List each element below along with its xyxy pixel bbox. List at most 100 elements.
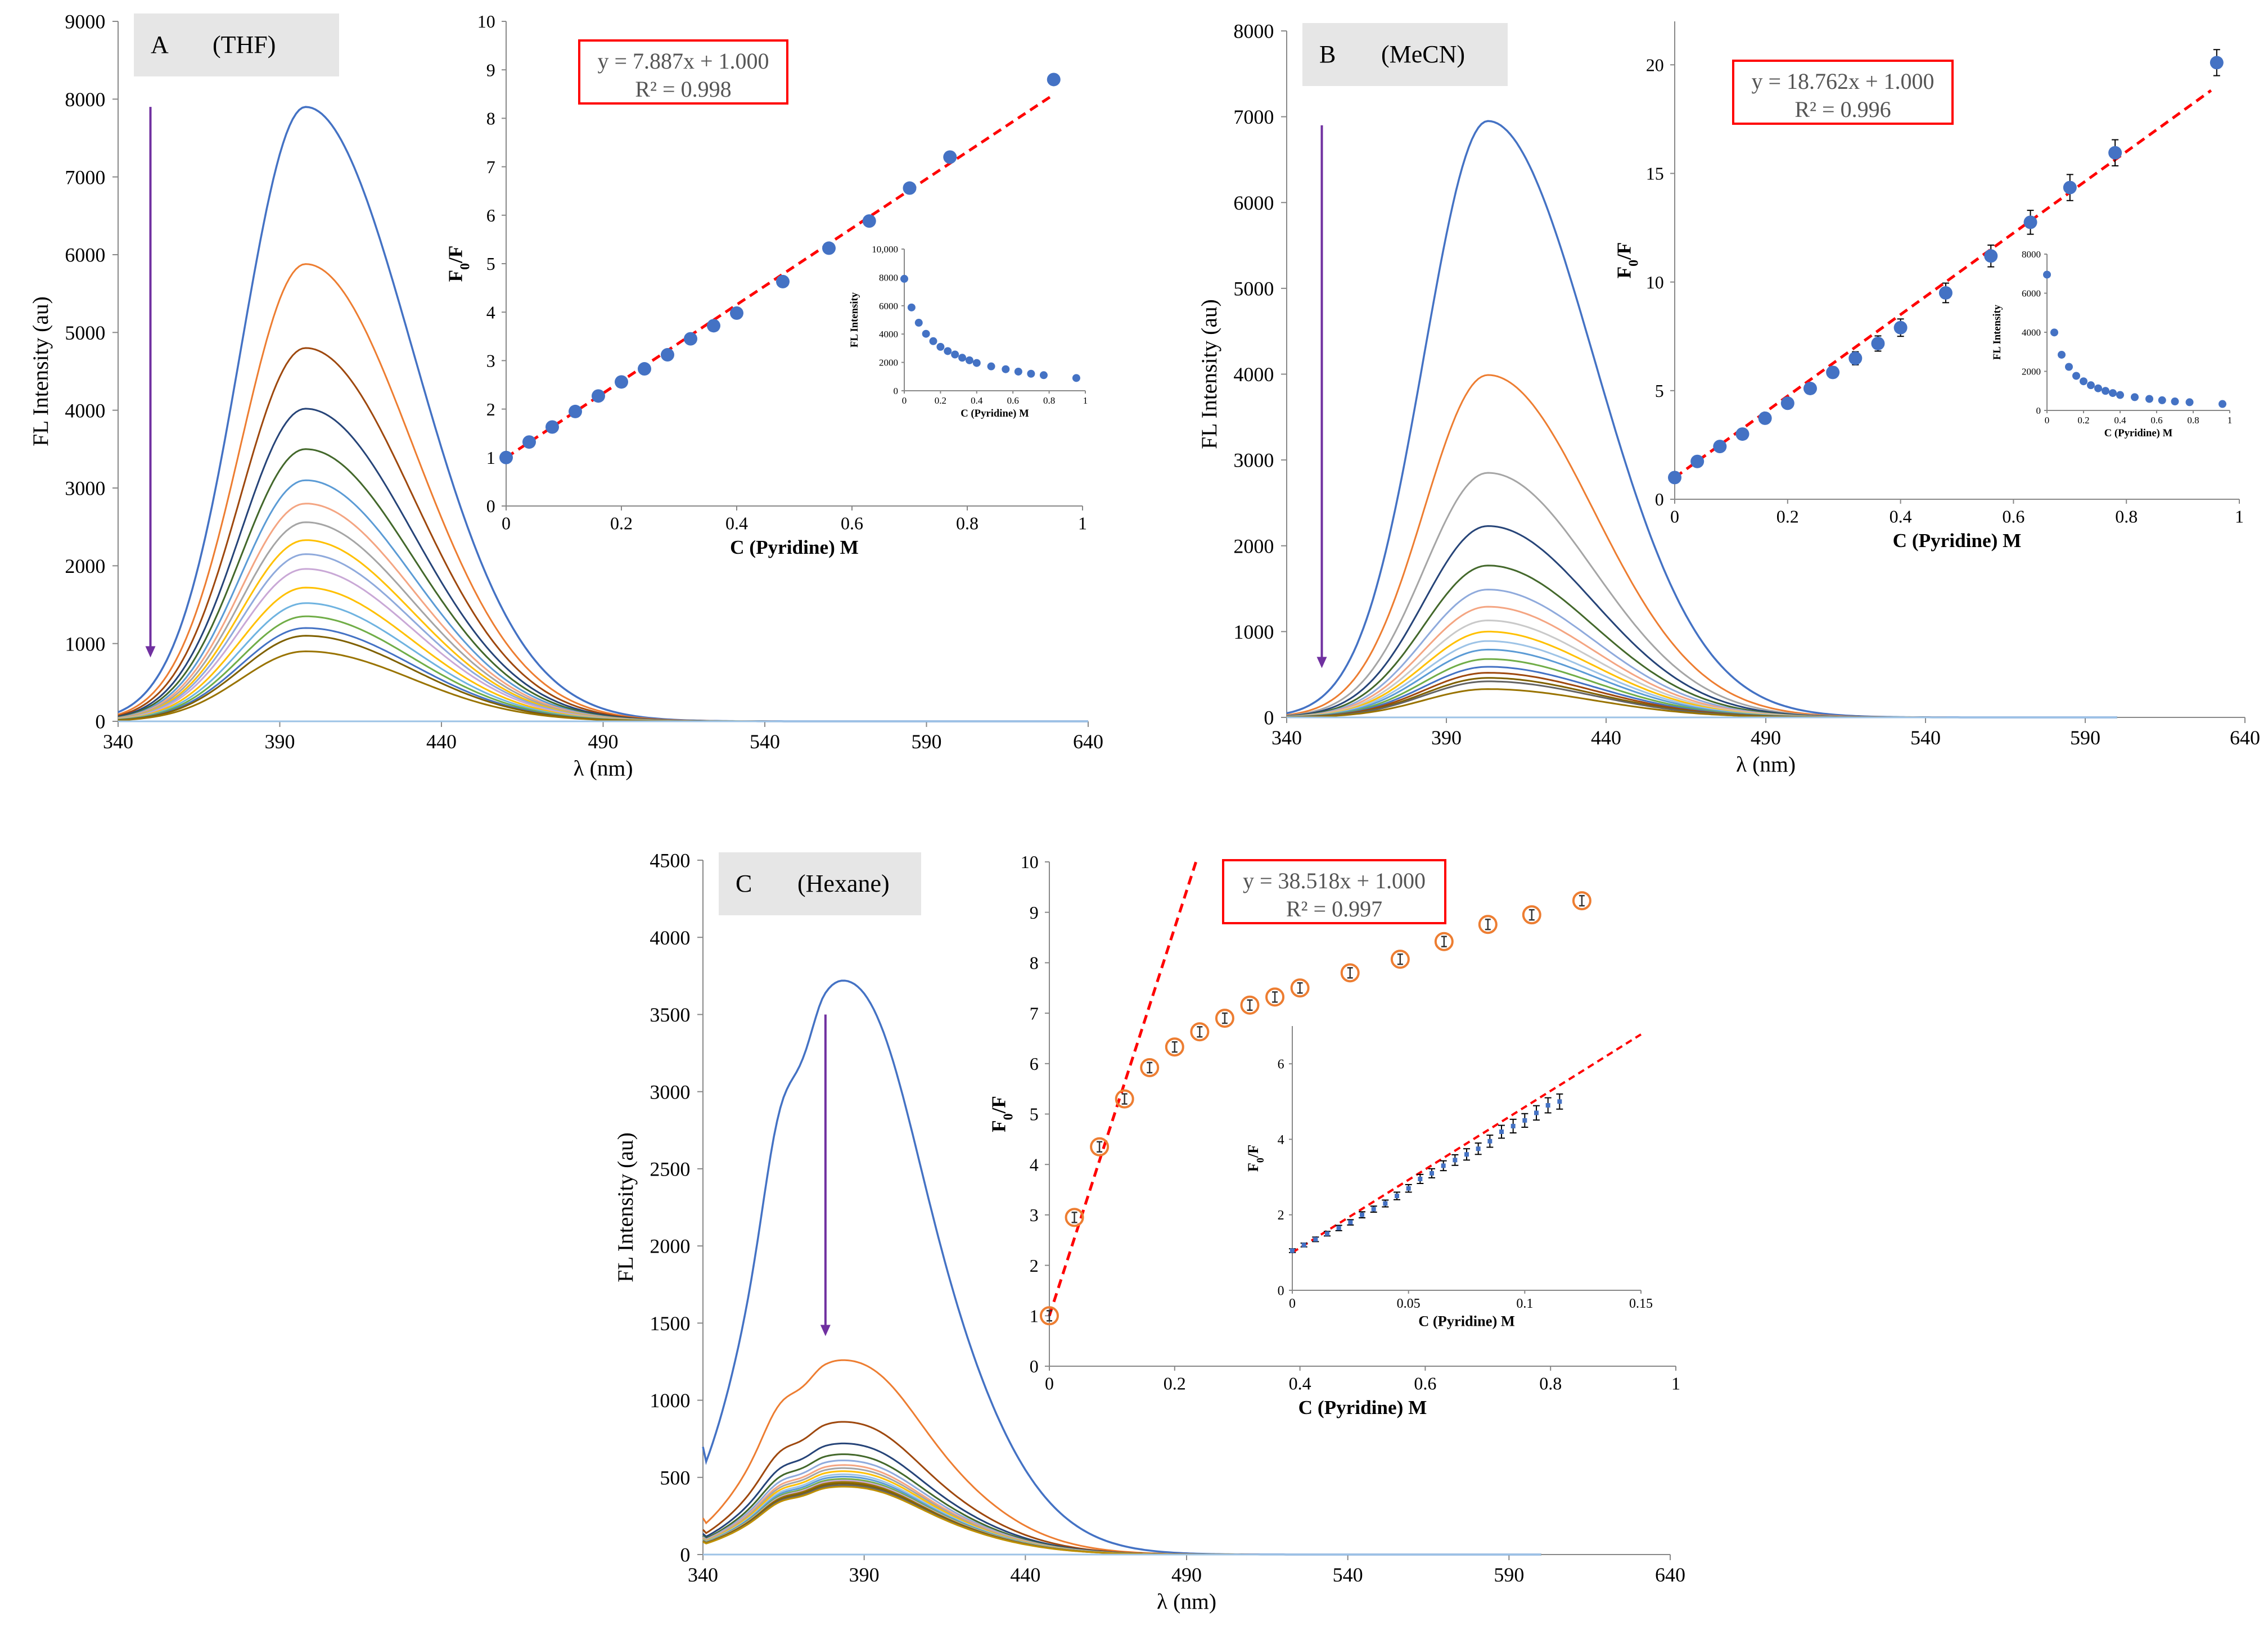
spectrum-line [118, 553, 1088, 722]
data-point [1065, 1208, 1084, 1227]
data-point [1893, 320, 1908, 335]
C-main-axes: 340 390 440 490 540 590 6400500100015002000250… [613, 850, 1685, 1614]
data-point [1039, 371, 1048, 379]
y-tick-label: 5000 [1233, 277, 1274, 300]
x-tick-label: 340 [1271, 726, 1302, 749]
panel-tag-solvent: (THF) [213, 31, 276, 58]
quench-arrow-head [1316, 657, 1327, 668]
x-tick-label: 0.8 [956, 513, 979, 534]
y-tick-label: 4 [486, 302, 495, 322]
y-tick-label: 8000 [1233, 20, 1274, 43]
spectrum-line [118, 106, 1088, 722]
y-tick-label: 6 [486, 205, 495, 225]
data-point [1348, 1220, 1353, 1225]
B-inset-marks: y = 18.762x + 1.000 R² = 0.996 [1668, 49, 2224, 485]
data-point [1383, 1201, 1388, 1206]
x-tick-label: 0 [502, 513, 511, 534]
y-tick-label: 8000 [65, 88, 105, 111]
y-axis-title: FL Intensity (au) [613, 1132, 638, 1282]
y-tick-label: 3500 [650, 1004, 690, 1026]
x-tick-label: 640 [2230, 726, 2260, 749]
data-point [1434, 932, 1454, 951]
data-point [1240, 995, 1260, 1015]
y-tick-label: 0 [1030, 1356, 1039, 1376]
data-point [965, 356, 973, 364]
x-tick-label: 490 [1171, 1564, 1202, 1586]
spectrum-line [118, 408, 1088, 722]
data-point [900, 274, 908, 283]
C-inset-marks: y = 38.518x + 1.000 R² = 0.997 [1040, 859, 1591, 1326]
panel-tag-letter: B [1319, 40, 1336, 68]
quench-arrow-head [820, 1325, 831, 1336]
data-point [592, 389, 605, 403]
y-tick-label: 3000 [650, 1081, 690, 1103]
y-tick-label: 2500 [650, 1158, 690, 1180]
data-point [1478, 915, 1498, 934]
y-axis-title: F0/F [1245, 1145, 1266, 1172]
data-point [1848, 351, 1863, 365]
data-point [1360, 1212, 1364, 1217]
data-point [1190, 1022, 1210, 1042]
y-tick-label: 2 [1278, 1208, 1284, 1223]
data-point [2058, 350, 2066, 359]
data-point [2094, 384, 2102, 392]
data-point [1522, 905, 1541, 925]
y-axis-title: F0/F [1613, 242, 1642, 279]
y-tick-label: 1000 [1233, 621, 1274, 643]
spectrum-line [118, 521, 1088, 722]
y-tick-label: 5 [1030, 1104, 1039, 1124]
data-point [1780, 396, 1794, 410]
fit-line [1048, 861, 1198, 1317]
data-point [2109, 389, 2117, 397]
data-point [1464, 1152, 1469, 1157]
data-point [1027, 369, 1035, 378]
data-point [1430, 1171, 1434, 1176]
equation-box [578, 39, 788, 105]
x-tick-label: 0 [2045, 415, 2050, 426]
y-tick-label: 8000 [879, 272, 898, 283]
B-main-curves: B (MeCN) [1286, 23, 2117, 719]
y-tick-label: 1500 [650, 1312, 690, 1335]
spectrum-line [702, 1485, 1541, 1556]
spectrum-line [118, 615, 1088, 722]
x-tick-label: 0.2 [610, 513, 633, 534]
x-tick-label: 0.6 [2150, 415, 2162, 426]
y-axis-title: FL Intensity [1991, 304, 2003, 360]
y-tick-label: 2000 [1233, 535, 1274, 557]
x-tick-label: 440 [426, 730, 457, 753]
fit-r-squared: R² = 0.998 [635, 76, 731, 102]
y-tick-label: 6 [1030, 1054, 1039, 1074]
y-tick-label: 10 [1021, 852, 1039, 872]
y-tick-label: 6000 [2022, 288, 2041, 299]
data-point [1072, 374, 1080, 382]
quench-arrow-head [145, 646, 156, 658]
B-inset2-marks [2043, 270, 2226, 408]
data-point [1476, 1146, 1481, 1151]
data-point [1406, 1186, 1411, 1191]
spectrum-line [702, 1481, 1541, 1556]
panel-tag-solvent: (MeCN) [1381, 40, 1465, 68]
spectrum-line [702, 1478, 1541, 1556]
x-tick-label: 0.6 [841, 513, 863, 534]
y-tick-label: 4000 [1233, 363, 1274, 386]
y-tick-label: 8 [1030, 953, 1039, 973]
x-tick-label: 0.8 [1539, 1374, 1562, 1394]
spectrum-line [118, 627, 1088, 722]
equation-box [1222, 859, 1446, 924]
data-point [2102, 387, 2109, 395]
y-tick-label: 1 [486, 448, 495, 468]
data-point [1325, 1231, 1329, 1236]
data-point [684, 332, 697, 346]
spectrum-line [702, 1460, 1541, 1556]
data-point [1499, 1130, 1504, 1134]
x-tick-label: 390 [265, 730, 295, 753]
x-tick-label: 0.2 [2077, 415, 2089, 426]
x-tick-label: 0 [1045, 1374, 1054, 1394]
data-point [1557, 1099, 1562, 1104]
y-tick-label: 2000 [65, 555, 105, 577]
data-point [2080, 377, 2087, 386]
x-tick-label: 0.4 [725, 513, 748, 534]
C-inset2-marks [1289, 1033, 1642, 1254]
